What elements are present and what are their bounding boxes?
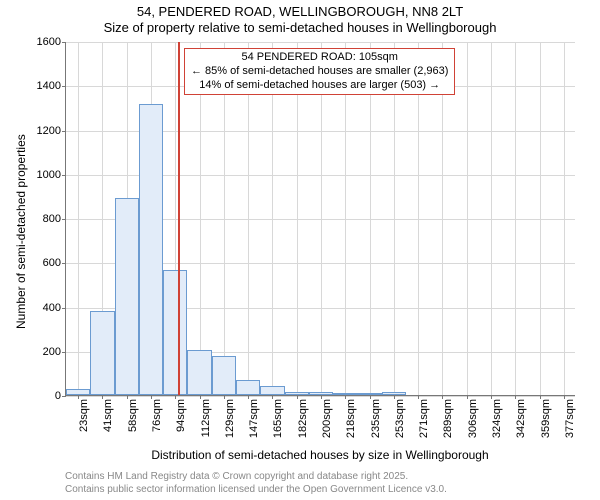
histogram-bar [333, 393, 357, 395]
x-tick-label: 271sqm [418, 399, 430, 438]
x-tick-label: 289sqm [442, 399, 454, 438]
x-tick-label: 235sqm [370, 399, 382, 438]
y-tick-label: 1200 [37, 125, 66, 137]
gridline-v [540, 42, 541, 395]
y-tick-label: 1600 [37, 36, 66, 48]
y-tick-label: 600 [43, 257, 66, 269]
y-tick-label: 800 [43, 213, 66, 225]
plot-area: 0200400600800100012001400160023sqm41sqm5… [65, 42, 575, 396]
x-tick-label: 324sqm [491, 399, 503, 438]
y-tick-label: 0 [55, 390, 66, 402]
gridline-v [515, 42, 516, 395]
x-tick-label: 94sqm [175, 399, 187, 432]
reference-line [178, 42, 180, 395]
gridline-v [564, 42, 565, 395]
x-tick-label: 76sqm [151, 399, 163, 432]
gridline-v [78, 42, 79, 395]
x-tick-label: 218sqm [345, 399, 357, 438]
histogram-bar [187, 350, 211, 395]
annotation-line: 14% of semi-detached houses are larger (… [191, 79, 448, 93]
annotation-line: ← 85% of semi-detached houses are smalle… [191, 65, 448, 79]
histogram-bar [357, 393, 381, 395]
footer: Contains HM Land Registry data © Crown c… [65, 471, 447, 496]
x-tick-label: 253sqm [394, 399, 406, 438]
x-tick-label: 359sqm [540, 399, 552, 438]
histogram-bar [66, 389, 90, 395]
y-tick-label: 200 [43, 346, 66, 358]
y-axis-title: Number of semi-detached properties [14, 134, 28, 329]
x-tick-label: 41sqm [102, 399, 114, 432]
x-tick-label: 58sqm [127, 399, 139, 432]
footer-line-2: Contains public sector information licen… [65, 484, 447, 497]
histogram-bar [285, 392, 309, 395]
chart-title: 54, PENDERED ROAD, WELLINGBOROUGH, NN8 2… [0, 4, 600, 20]
footer-line-1: Contains HM Land Registry data © Crown c… [65, 471, 447, 484]
gridline-v [491, 42, 492, 395]
x-tick-label: 147sqm [248, 399, 260, 438]
chart-container: 54, PENDERED ROAD, WELLINGBOROUGH, NN8 2… [0, 0, 600, 500]
histogram-bar [212, 356, 236, 395]
x-tick-label: 129sqm [224, 399, 236, 438]
histogram-bar [382, 392, 406, 395]
x-tick-label: 165sqm [272, 399, 284, 438]
x-tick-label: 112sqm [200, 399, 212, 437]
histogram-bar [115, 198, 139, 395]
y-tick-label: 400 [43, 302, 66, 314]
x-tick-label: 342sqm [515, 399, 527, 438]
annotation-box: 54 PENDERED ROAD: 105sqm← 85% of semi-de… [184, 48, 455, 95]
title-block: 54, PENDERED ROAD, WELLINGBOROUGH, NN8 2… [0, 4, 600, 37]
chart-subtitle: Size of property relative to semi-detach… [0, 20, 600, 36]
x-tick-label: 182sqm [297, 399, 309, 438]
histogram-bar [139, 104, 163, 395]
y-tick-label: 1000 [37, 169, 66, 181]
histogram-bar [163, 270, 187, 395]
histogram-bar [90, 311, 114, 395]
x-tick-label: 306sqm [467, 399, 479, 438]
annotation-line: 54 PENDERED ROAD: 105sqm [191, 51, 448, 65]
histogram-bar [260, 386, 284, 395]
x-axis-title: Distribution of semi-detached houses by … [65, 448, 575, 462]
y-tick-label: 1400 [37, 80, 66, 92]
histogram-bar [236, 380, 260, 395]
x-tick-label: 377sqm [564, 399, 576, 438]
histogram-bar [309, 392, 333, 395]
x-tick-label: 200sqm [321, 399, 333, 438]
x-tick-label: 23sqm [78, 399, 90, 432]
gridline-v [467, 42, 468, 395]
